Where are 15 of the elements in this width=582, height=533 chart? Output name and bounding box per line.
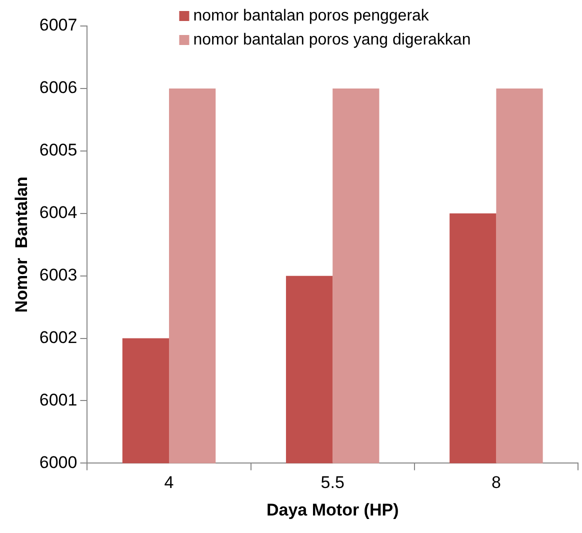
x-tick-label: 8: [491, 473, 501, 492]
x-tick-label: 4: [164, 473, 174, 492]
y-tick-label: 6005: [39, 140, 78, 160]
x-axis-title: Daya Motor (HP): [266, 500, 399, 520]
y-tick-label: 6001: [39, 390, 78, 410]
y-axis-title: Nomor Bantalan: [12, 176, 31, 313]
y-tick-label: 6002: [39, 328, 78, 347]
y-tick-label: 6007: [39, 16, 78, 35]
x-tick-label: 5.5: [320, 473, 344, 492]
y-tick-label: 6006: [39, 78, 78, 98]
legend-label: nomor bantalan poros penggerak: [193, 7, 430, 24]
y-tick-label: 6003: [39, 266, 78, 285]
y-tick-label: 6000: [39, 452, 78, 472]
y-tick-label: 6004: [39, 203, 78, 222]
legend-label: nomor bantalan poros yang digerakkan: [193, 31, 471, 48]
